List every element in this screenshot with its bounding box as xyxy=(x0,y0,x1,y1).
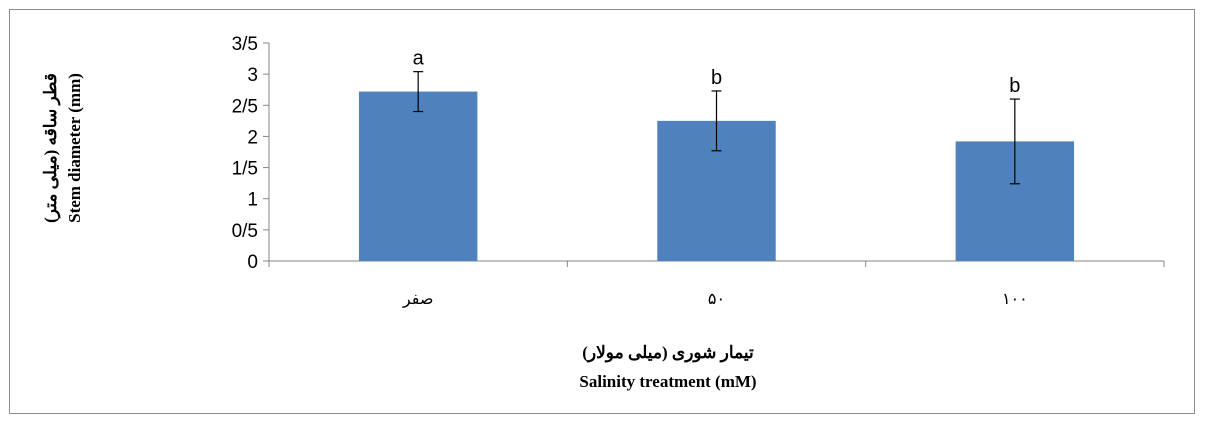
y-tick-label: 0/5 xyxy=(232,221,258,242)
significance-letters: a b b xyxy=(413,48,1021,97)
y-tick-label: 2/5 xyxy=(232,96,258,117)
significance-letter: b xyxy=(711,67,722,89)
y-tick-label: 3 xyxy=(247,65,258,86)
y-tick-label: 0 xyxy=(247,252,258,273)
x-axis xyxy=(268,260,1165,267)
bar xyxy=(358,91,478,261)
significance-letter: b xyxy=(1009,75,1020,97)
x-axis-title-en: Salinity treatment (mM) xyxy=(579,372,756,391)
bars xyxy=(358,91,1075,261)
significance-letter: a xyxy=(413,48,425,70)
x-axis-title-fa: تیمار شوری (میلی مولار) xyxy=(582,343,754,363)
y-axis-title-en: Stem diameter (mm) xyxy=(65,73,84,223)
error-bars xyxy=(413,71,1020,185)
y-axis: 0 0/5 1 1/5 2 2/5 3 3/5 xyxy=(232,34,270,273)
y-axis-title-fa: قطر ساقه (میلی متر) xyxy=(41,73,61,223)
x-tick-label: صفر xyxy=(402,289,434,308)
y-tick-label: 1/5 xyxy=(232,159,258,180)
x-tick-labels: صفر ۵۰ ۱۰۰ xyxy=(402,289,1028,308)
y-tick-label: 2 xyxy=(247,127,258,148)
y-tick-label: 3/5 xyxy=(232,34,258,55)
y-tick-label: 1 xyxy=(247,190,258,211)
x-tick-label: ۱۰۰ xyxy=(1002,289,1028,308)
x-tick-label: ۵۰ xyxy=(708,289,725,308)
